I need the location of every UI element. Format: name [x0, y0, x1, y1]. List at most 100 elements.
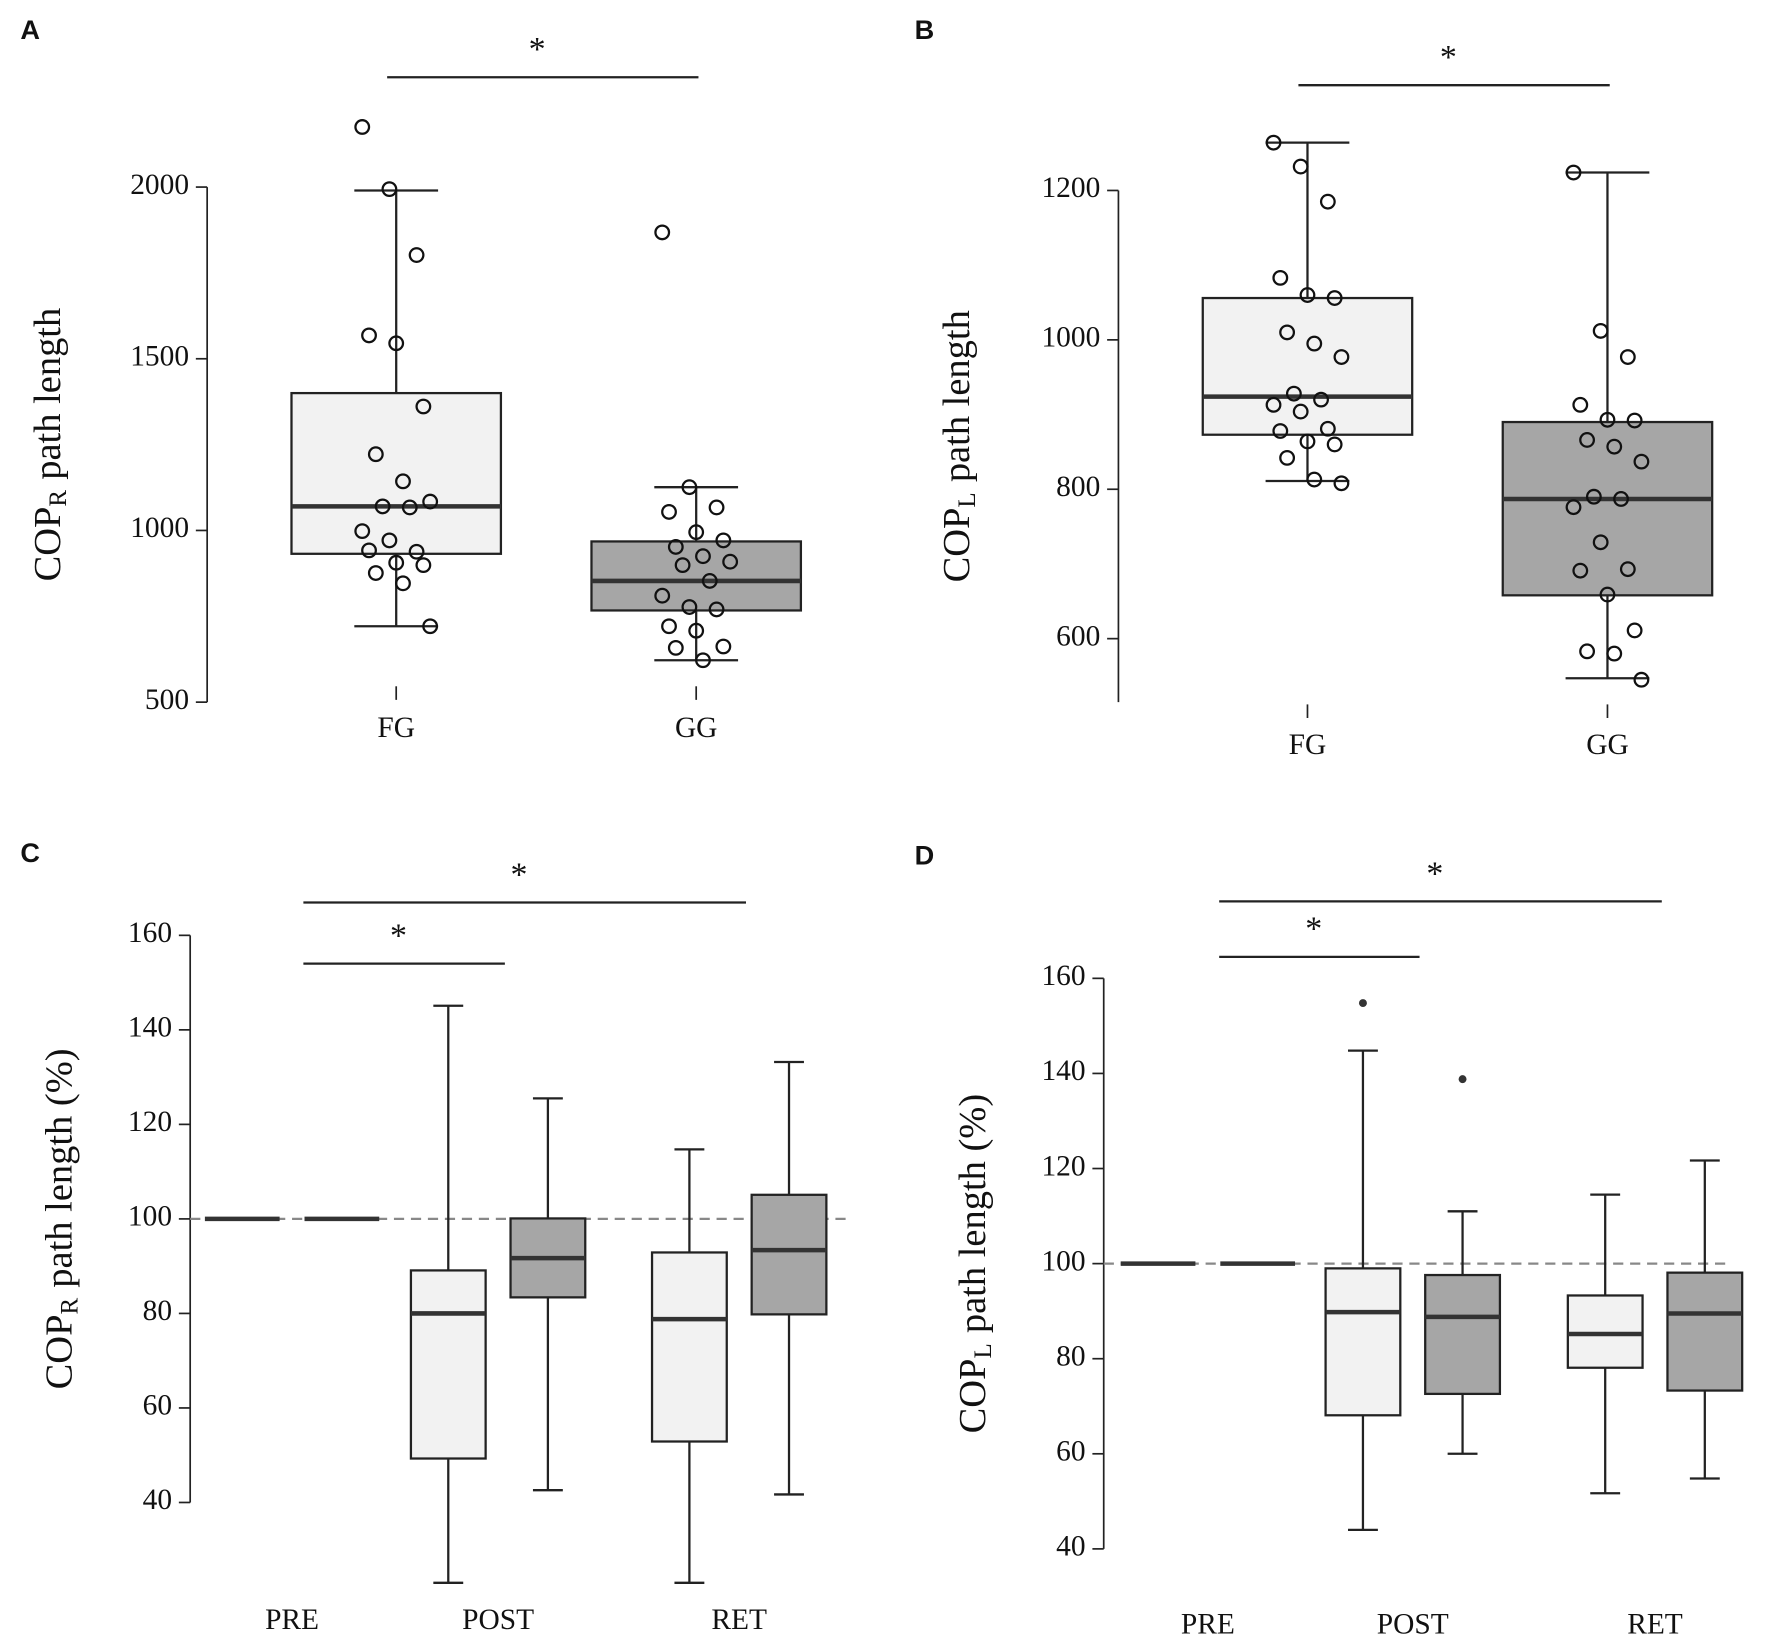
data-point [1579, 643, 1596, 660]
data-point [1606, 645, 1623, 662]
y-label-sub: R [45, 490, 72, 507]
data-point [1299, 433, 1316, 450]
data-point [1319, 420, 1336, 437]
data-point [361, 327, 377, 344]
data-point [708, 601, 725, 618]
data-point [661, 618, 677, 635]
data-point [1599, 586, 1616, 603]
y-tick-label: 140 [1041, 1055, 1085, 1087]
data-point [395, 575, 411, 592]
y-tick-label: 500 [145, 684, 189, 716]
y-tick-label: 80 [143, 1295, 172, 1327]
data-point [1619, 561, 1636, 578]
panel-label: D [915, 839, 935, 870]
data-point [1599, 411, 1616, 428]
data-point [1292, 158, 1309, 175]
box [1501, 420, 1714, 597]
y-label-rest: path length [936, 310, 978, 482]
y-tick-label: 1000 [1041, 322, 1100, 354]
data-point [422, 493, 439, 510]
data-point [1272, 423, 1289, 439]
y-tick-label: 100 [1041, 1245, 1085, 1277]
data-point [667, 539, 684, 555]
y-tick-label: 160 [128, 917, 172, 949]
data-point [354, 119, 371, 135]
data-point [401, 499, 418, 516]
data-point [1565, 499, 1582, 516]
y-tick-label: 120 [1041, 1150, 1085, 1182]
data-point [1326, 436, 1343, 453]
y-label-rest: path length (%) [952, 1094, 994, 1333]
y-tick-label: 60 [143, 1390, 172, 1422]
data-point [361, 542, 377, 559]
data-point [688, 524, 705, 541]
data-point [1579, 432, 1596, 448]
data-point [722, 553, 739, 570]
data-point [715, 638, 732, 655]
significance-label: * [1440, 39, 1457, 76]
data-point [408, 247, 425, 263]
data-point [1592, 322, 1609, 339]
data-point [1333, 349, 1350, 365]
x-tick-label: POST [462, 1604, 534, 1636]
data-point [1292, 403, 1309, 420]
y-tick-label: 800 [1056, 471, 1100, 503]
y-tick-label: 60 [1056, 1436, 1085, 1468]
data-point [681, 599, 698, 615]
y-label-main: COP [952, 1359, 994, 1434]
y-tick-label: 1500 [130, 341, 189, 373]
data-point [1606, 438, 1623, 455]
y-label-sub: L [970, 1343, 997, 1358]
data-point [1633, 453, 1650, 470]
y-tick-label: 600 [1056, 620, 1100, 652]
y-tick-label: 100 [128, 1201, 172, 1233]
y-tick-label: 2000 [130, 169, 189, 201]
x-tick-label: FG [1289, 729, 1327, 761]
data-point [1572, 562, 1589, 579]
data-point [354, 523, 371, 540]
x-tick-label: PRE [1181, 1609, 1235, 1641]
box [409, 1269, 487, 1460]
y-tick-label: 40 [143, 1484, 172, 1516]
y-axis-label: COPLpath length [936, 310, 981, 582]
data-point [661, 503, 677, 520]
data-point [695, 548, 711, 565]
data-point [1572, 396, 1589, 413]
data-point [415, 557, 432, 574]
significance-label: * [1305, 911, 1322, 948]
significance-label: * [1426, 855, 1443, 892]
data-point [1265, 134, 1282, 151]
x-tick-label: FG [377, 712, 415, 744]
data-point [695, 652, 711, 669]
y-tick-label: 140 [128, 1012, 172, 1044]
box [1324, 1267, 1402, 1417]
data-point [415, 398, 432, 415]
data-point [701, 573, 718, 589]
data-point [1585, 488, 1602, 505]
outlier [1358, 999, 1367, 1008]
box [750, 1193, 828, 1316]
x-tick-label: RET [1627, 1609, 1683, 1641]
y-label-sub: R [56, 1298, 83, 1315]
data-point [667, 639, 684, 656]
data-point [681, 479, 698, 496]
data-point [715, 532, 732, 549]
data-point [1279, 449, 1296, 466]
data-point [388, 554, 405, 571]
data-point [654, 224, 671, 241]
data-point [1613, 491, 1629, 507]
box [1666, 1271, 1744, 1392]
y-label-sub: L [954, 492, 981, 507]
panel-label: A [20, 14, 40, 45]
box [590, 540, 803, 612]
data-point [1326, 290, 1343, 306]
x-tick-label: RET [711, 1604, 767, 1636]
data-point [388, 335, 405, 352]
data-point [374, 498, 391, 515]
significance-label: * [529, 31, 546, 68]
data-point [1619, 349, 1636, 365]
box [1424, 1273, 1502, 1396]
y-label-rest: path length (%) [38, 1048, 80, 1287]
data-point [422, 618, 439, 635]
